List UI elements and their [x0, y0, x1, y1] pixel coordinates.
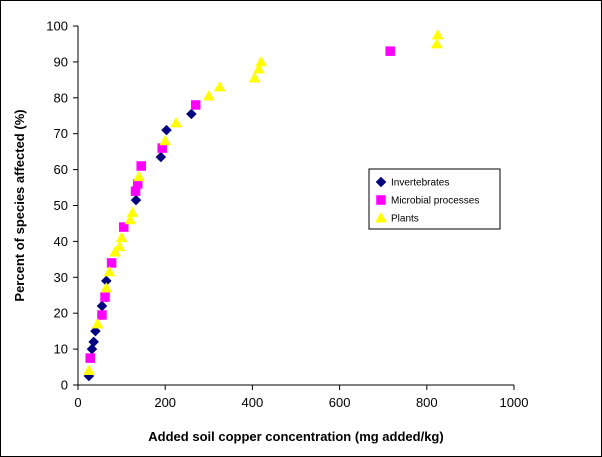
y-axis-title: Percent of species affected (%) [12, 109, 27, 301]
x-tick-label: 0 [74, 395, 81, 410]
legend-label: Invertebrates [391, 178, 449, 189]
y-tick-label: 50 [54, 198, 68, 213]
data-point [96, 300, 108, 312]
data-point [136, 161, 146, 171]
y-tick-label: 20 [54, 306, 68, 321]
y-tick-label: 30 [54, 270, 68, 285]
y-tick-label: 60 [54, 162, 68, 177]
data-point [100, 292, 110, 302]
legend-box [368, 168, 501, 230]
data-point [213, 81, 226, 92]
data-point [170, 116, 183, 128]
data-point [430, 37, 443, 49]
legend-marker [375, 211, 387, 223]
legend-marker [375, 176, 387, 188]
x-tick-label: 200 [154, 395, 176, 410]
data-point [82, 364, 95, 376]
data-point [133, 170, 145, 182]
data-points [82, 28, 444, 382]
data-point [97, 310, 107, 320]
y-tick-label: 100 [46, 19, 68, 34]
x-tick-label: 800 [416, 395, 438, 410]
data-point [130, 194, 142, 206]
data-point [126, 206, 139, 218]
data-point [124, 213, 137, 225]
data-point [119, 222, 129, 232]
data-point [115, 231, 128, 243]
series-0 [83, 108, 197, 382]
data-point [385, 46, 395, 56]
y-tick-label: 80 [54, 90, 68, 105]
y-tick-label: 40 [54, 234, 68, 249]
data-point [248, 72, 261, 83]
data-point [109, 246, 121, 257]
data-point [85, 353, 95, 363]
series-1 [85, 46, 395, 363]
legend-label: Microbial processes [391, 196, 479, 207]
data-point [91, 317, 104, 329]
x-tick-label: 400 [242, 395, 264, 410]
data-point [186, 108, 197, 120]
data-point [155, 151, 167, 163]
data-point [103, 265, 116, 277]
legend: Invertebrates Microbial processes Plants [368, 168, 501, 230]
data-point [106, 258, 117, 268]
legend-label: Plants [391, 214, 419, 225]
data-point [159, 134, 172, 146]
legend-marker [376, 195, 386, 205]
data-point [88, 336, 100, 348]
data-point [431, 28, 444, 40]
data-point [202, 90, 215, 101]
data-point [190, 100, 201, 110]
data-point [90, 325, 101, 337]
y-tick-label: 70 [54, 126, 68, 141]
data-point [113, 240, 126, 252]
y-tick-label: 0 [61, 378, 68, 393]
x-tick-label: 1000 [500, 395, 529, 410]
y-tick-label: 10 [54, 342, 68, 357]
series-2 [82, 28, 444, 376]
y-tick-label: 90 [54, 54, 68, 69]
x-axis-title: Added soil copper concentration (mg adde… [148, 429, 443, 444]
data-point [255, 55, 268, 67]
x-tick-label: 600 [329, 395, 351, 410]
data-point [100, 282, 113, 293]
data-point [253, 63, 265, 74]
data-point [86, 343, 98, 355]
data-point [161, 124, 172, 136]
